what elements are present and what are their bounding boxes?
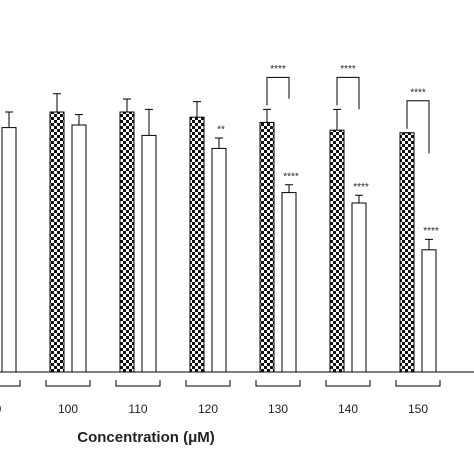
error-bar [285,184,293,193]
error-bar [145,108,153,136]
x-tick-label: 120 [198,402,218,416]
error-bar [53,93,61,112]
significance-label: ** [217,125,225,136]
x-tick-label: 0 [0,402,2,416]
x-tick-label: 150 [408,402,428,416]
error-bar [75,114,83,125]
bar [189,116,205,373]
bar [1,127,17,373]
error-bar [215,137,223,149]
bracket-label: **** [270,64,286,75]
bar [141,134,157,373]
significance-bracket [406,100,430,154]
group-bracket [115,380,161,387]
bar [119,111,135,373]
error-bar [193,101,201,118]
error-bar [355,194,363,203]
significance-bracket [336,76,360,110]
bracket-label: **** [410,87,426,98]
group-bracket [0,380,21,387]
x-tick-label: 140 [338,402,358,416]
bar [329,129,345,373]
group-bracket [185,380,231,387]
group-bracket [395,380,441,387]
bar [49,111,65,373]
significance-label: **** [283,171,299,182]
bar [211,147,227,373]
error-bar [263,108,271,123]
bracket-label: **** [340,64,356,75]
error-bar [5,111,13,128]
x-tick-label: 110 [128,402,147,416]
x-tick-label: 100 [58,402,78,416]
significance-label: **** [353,182,369,193]
bar [351,202,367,373]
significance-bracket [266,76,290,106]
group-bracket [325,380,371,387]
bar [281,192,297,373]
error-bar [123,98,131,112]
x-tick-label: 130 [268,402,288,416]
x-axis-label: Concentration (μM) [77,429,215,446]
bar [421,249,437,373]
error-bar [333,108,341,131]
error-bar [425,238,433,250]
group-bracket [255,380,301,387]
bar [259,121,275,373]
bar [71,124,87,373]
group-bracket [45,380,91,387]
significance-label: **** [423,226,439,237]
bar [399,132,415,373]
